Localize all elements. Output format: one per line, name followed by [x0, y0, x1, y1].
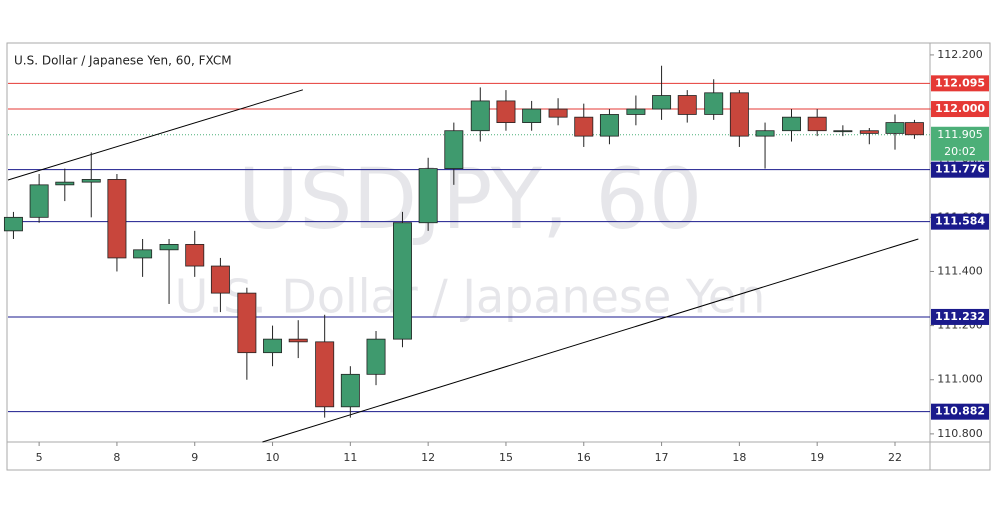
- candle-body: [470, 100, 490, 132]
- candle-body: [548, 108, 568, 118]
- watermark: USDJPY, 60: [238, 150, 703, 248]
- x-tick-label: 19: [810, 451, 824, 464]
- candle-body: [704, 92, 724, 115]
- y-tick-label: 112.200: [937, 48, 983, 61]
- current-price-tag: [931, 126, 989, 161]
- candle-body: [496, 100, 516, 123]
- candle-body: [859, 130, 879, 134]
- level-label: 111.232: [935, 310, 985, 323]
- candle-body: [55, 181, 75, 186]
- y-tick-label: 110.800: [937, 427, 983, 440]
- candle-body: [652, 95, 672, 110]
- candle-body: [418, 168, 438, 224]
- candle-body: [833, 130, 853, 133]
- candle-body: [626, 108, 646, 115]
- candle-body: [3, 216, 23, 232]
- candle-body: [677, 95, 697, 115]
- candle-body: [599, 114, 619, 137]
- candle-body: [159, 243, 179, 251]
- level-label: 111.776: [935, 163, 985, 176]
- candle-body: [904, 122, 924, 136]
- candle-body: [107, 179, 127, 259]
- level-tag: [931, 403, 989, 420]
- candle-body: [807, 116, 827, 132]
- x-tick-label: 22: [888, 451, 902, 464]
- countdown: 20:02: [944, 145, 976, 158]
- level-label: 112.095: [935, 76, 985, 89]
- candle-body: [885, 122, 905, 134]
- watermark: U.S. Dollar / Japanese Yen: [175, 270, 766, 324]
- candle-body: [315, 341, 335, 408]
- candle-body: [133, 249, 153, 259]
- candle-body: [185, 243, 205, 267]
- candle-body: [782, 116, 801, 132]
- x-tick-label: 9: [191, 451, 198, 464]
- candle-body: [210, 265, 230, 294]
- chart-title: U.S. Dollar / Japanese Yen, 60, FXCM: [14, 54, 232, 68]
- x-tick-label: 5: [36, 451, 43, 464]
- level-tag: [931, 161, 989, 178]
- candle-body: [444, 130, 464, 170]
- candle-body: [263, 338, 283, 354]
- candle-body: [755, 130, 775, 137]
- current-price-label: 111.905: [937, 128, 983, 141]
- level-label: 110.882: [935, 405, 985, 418]
- y-tick-label: 111.000: [937, 373, 983, 386]
- x-tick-label: 10: [266, 451, 280, 464]
- candle-body: [81, 179, 101, 183]
- candle-body: [288, 338, 308, 343]
- candle-body: [522, 108, 542, 123]
- level-tag: [931, 75, 989, 92]
- x-tick-label: 11: [343, 451, 357, 464]
- x-tick-label: 16: [577, 451, 591, 464]
- candle-body: [729, 92, 749, 137]
- x-tick-label: 12: [421, 451, 435, 464]
- level-tag: [931, 308, 989, 325]
- candle-body: [574, 116, 594, 137]
- x-tick-label: 18: [732, 451, 746, 464]
- candle-body: [392, 222, 412, 340]
- x-tick-label: 8: [113, 451, 120, 464]
- level-tag: [931, 101, 989, 118]
- level-label: 111.584: [935, 215, 985, 228]
- trend-line: [262, 238, 919, 443]
- candle-body: [340, 373, 360, 408]
- candle-body: [237, 292, 257, 354]
- level-label: 112.000: [935, 102, 985, 115]
- x-tick-label: 15: [499, 451, 513, 464]
- x-tick-label: 17: [655, 451, 669, 464]
- y-tick-label: 111.400: [937, 264, 983, 277]
- candle-body: [366, 338, 386, 375]
- trend-line: [7, 89, 304, 181]
- candle-body: [29, 184, 49, 218]
- level-tag: [931, 213, 989, 230]
